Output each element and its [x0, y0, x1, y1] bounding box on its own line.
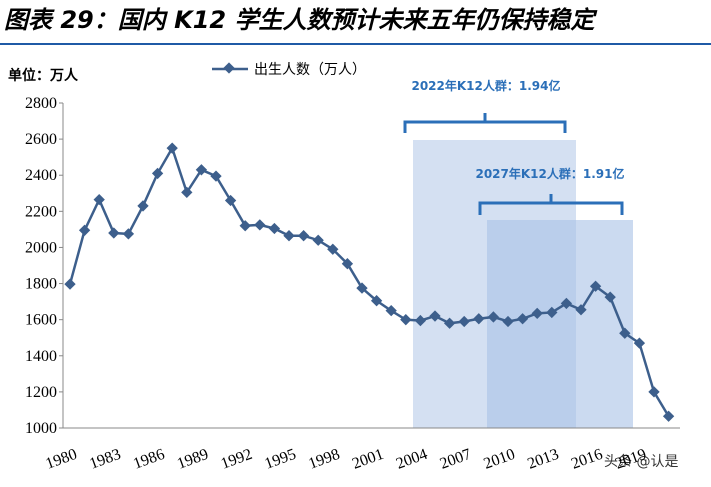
point-marker — [385, 304, 397, 317]
point-marker — [487, 311, 500, 323]
point-marker — [370, 295, 383, 307]
x-tick-label: 1986 — [131, 446, 167, 473]
bracket-2027 — [478, 194, 624, 215]
y-tick-label: 2200 — [25, 203, 57, 220]
point-marker — [151, 167, 164, 180]
point-marker — [327, 243, 339, 255]
annotation: 2022年K12人群：1.94亿 — [411, 78, 560, 93]
y-tick-label: 1200 — [25, 384, 57, 401]
point-marker — [589, 280, 602, 292]
point-marker — [400, 314, 412, 326]
point-marker — [531, 307, 543, 320]
shade-2027 — [487, 220, 633, 428]
x-tick-label: 2004 — [394, 446, 430, 473]
y-tick-label: 1800 — [25, 276, 57, 293]
y-tick-label: 1000 — [25, 420, 57, 437]
point-marker — [312, 234, 324, 246]
point-marker — [181, 186, 193, 199]
x-tick-label: 2016 — [569, 446, 605, 473]
point-marker — [633, 337, 646, 349]
x-tick-label: 2007 — [438, 446, 474, 473]
y-tick-label: 2600 — [25, 131, 57, 148]
x-tick-label: 1980 — [43, 446, 79, 473]
point-marker — [662, 410, 675, 422]
x-tick-label: 1998 — [306, 446, 342, 473]
point-marker — [414, 314, 427, 327]
point-marker — [224, 194, 237, 207]
unit-label: 单位：万人 — [8, 67, 79, 84]
point-marker — [210, 170, 222, 182]
x-tick-label: 1983 — [87, 446, 123, 473]
point-marker — [166, 142, 178, 154]
point-marker — [429, 310, 441, 322]
point-marker — [268, 222, 281, 235]
point-marker — [502, 315, 514, 328]
legend-marker — [223, 62, 235, 74]
point-marker — [64, 278, 76, 290]
chart-title: 图表 29：国内 K12 学生人数预计未来五年仍保持稳定 — [4, 6, 597, 34]
point-marker — [122, 228, 135, 240]
y-tick-label: 2400 — [25, 167, 57, 184]
point-marker — [356, 282, 368, 294]
y-tick-label: 1400 — [25, 348, 57, 365]
x-tick-label: 1992 — [219, 446, 255, 473]
point-marker — [516, 313, 529, 325]
point-marker — [108, 227, 120, 239]
point-marker — [443, 317, 456, 329]
point-marker — [473, 313, 485, 325]
point-marker — [341, 258, 354, 270]
x-tick-label: 1989 — [175, 446, 211, 473]
annotation: 2027年K12人群：1.91亿 — [475, 166, 624, 181]
x-tick-label: 2013 — [525, 446, 561, 473]
point-marker — [648, 386, 660, 398]
watermark: 头条 @认是 — [604, 453, 678, 470]
x-tick-label: 1995 — [262, 446, 298, 473]
point-marker — [458, 315, 470, 328]
y-tick-label: 2800 — [25, 95, 57, 112]
point-marker — [195, 164, 208, 176]
point-marker — [575, 304, 587, 316]
point-marker — [239, 220, 251, 232]
point-marker — [283, 230, 295, 242]
point-marker — [137, 200, 149, 212]
x-tick-label: 2001 — [350, 446, 386, 473]
y-tick-label: 2000 — [25, 239, 57, 256]
point-marker — [93, 193, 105, 206]
legend-label: 出生人数（万人） — [254, 62, 366, 78]
point-marker — [604, 291, 616, 303]
x-tick-label: 2010 — [481, 446, 517, 473]
y-tick-label: 1600 — [25, 312, 57, 329]
point-marker — [560, 297, 573, 310]
bracket-2022 — [403, 113, 567, 133]
point-marker — [619, 327, 631, 339]
point-marker — [78, 224, 91, 236]
point-marker — [254, 219, 266, 231]
point-marker — [546, 306, 558, 319]
point-marker — [297, 230, 310, 242]
